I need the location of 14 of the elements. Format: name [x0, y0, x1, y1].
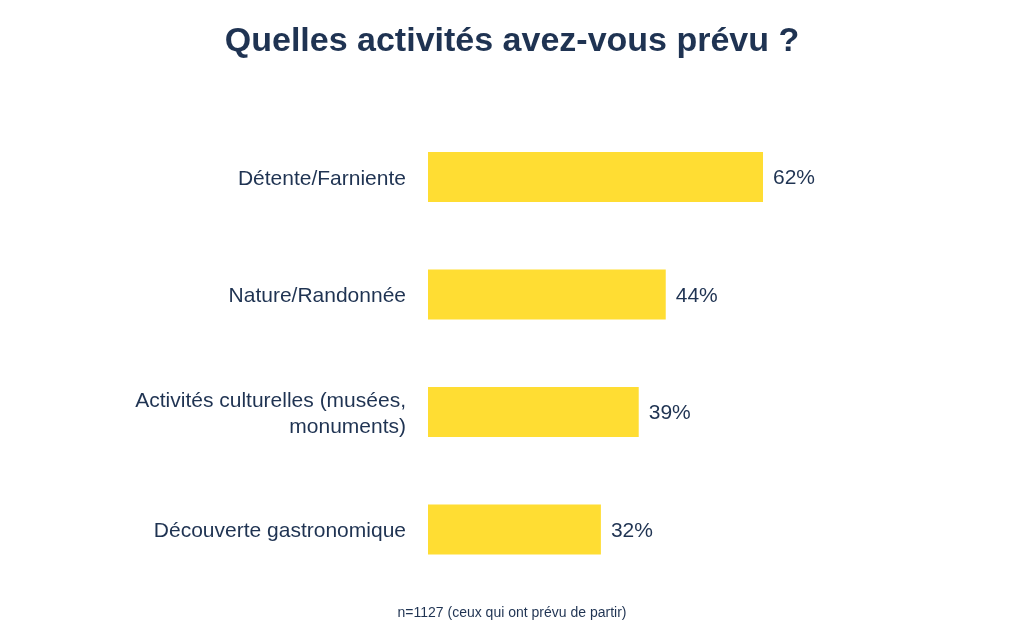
bar: [428, 152, 763, 202]
data-label: 32%: [610, 517, 653, 541]
text: n=1127 (ceux qui ont prévu de partir): [396, 604, 628, 620]
data-label: 62%: [773, 165, 816, 189]
bar: [428, 269, 666, 320]
y-tick-label: Découverte gastronomique: [153, 517, 406, 541]
bar: [428, 504, 601, 555]
bar: [428, 387, 639, 437]
y-tick-label: Activités culturelles (musées, monuments): [135, 387, 406, 437]
y-tick-label: Nature/Randonnée: [228, 282, 406, 306]
y-tick-label: Détente/Farniente: [237, 165, 406, 189]
data-label: 39%: [648, 400, 691, 424]
chart-title: Quelles activités avez-vous prévu ?: [223, 19, 801, 60]
data-label: 44%: [675, 282, 718, 306]
